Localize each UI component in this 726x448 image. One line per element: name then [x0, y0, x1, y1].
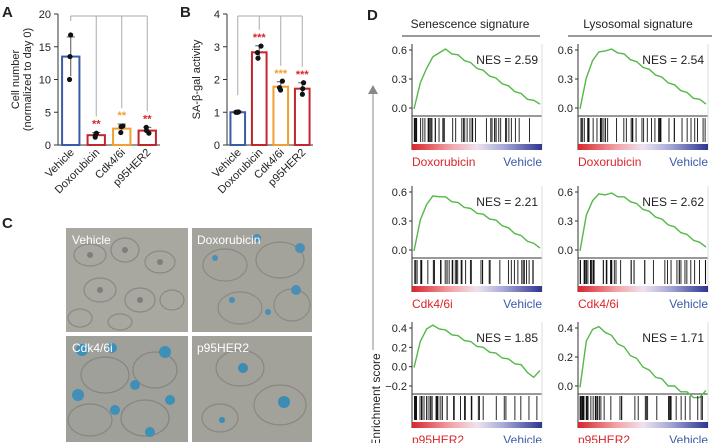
gsea-right-label: Vehicle — [669, 297, 708, 311]
data-point — [258, 43, 263, 48]
y-tick-label: 0 — [214, 140, 220, 152]
y-tick-label: 10 — [39, 75, 51, 87]
ranked-list-bar — [412, 144, 542, 150]
gsea-y-tick-label: −0.2 — [385, 381, 407, 393]
y-tick-label: 2 — [214, 75, 220, 87]
gsea-right-label: Vehicle — [503, 433, 542, 443]
significance-stars: ** — [92, 119, 101, 131]
gsea-left-label: Doxorubicin — [412, 155, 475, 169]
panel-label-a: A — [2, 4, 13, 21]
micrograph-label-vehicle: Vehicle — [72, 233, 111, 247]
data-point — [300, 86, 305, 91]
gsea-y-tick-label: 0.6 — [558, 45, 573, 57]
nes-label: NES = 2.21 — [476, 195, 538, 209]
micrograph-label-doxorubicin: Doxorubicin — [197, 233, 260, 247]
data-point — [118, 130, 123, 135]
gsea-left-label: p95HER2 — [578, 433, 630, 443]
gsea-right-label: Vehicle — [503, 297, 542, 311]
gsea-right-label: Vehicle — [669, 433, 708, 443]
gsea-y-tick-label: 0.2 — [392, 342, 407, 354]
ranked-list-bar — [578, 422, 708, 428]
y-tick-label: 15 — [39, 42, 51, 54]
nes-label: NES = 1.85 — [476, 331, 538, 345]
y-tick-label: 3 — [214, 42, 220, 54]
enrichment-score-label: Enrichment score — [369, 353, 383, 443]
y-tick-label: 1 — [214, 107, 220, 119]
gsea-y-tick-label: 0.3 — [392, 216, 407, 228]
data-point — [277, 85, 282, 90]
gsea-header-lysosomal: Lysosomal signature — [583, 17, 693, 31]
gsea-y-tick-label: 0.0 — [392, 362, 407, 374]
bar — [273, 87, 288, 145]
data-point — [255, 50, 260, 55]
gsea-y-tick-label: 0.0 — [558, 381, 573, 393]
gsea-y-tick-label: 0.0 — [392, 245, 407, 257]
gsea-left-label: Doxorubicin — [578, 155, 641, 169]
significance-stars: ** — [143, 113, 152, 125]
y-axis-title: SA-β-gal activity — [191, 39, 203, 119]
significance-stars: *** — [274, 68, 288, 80]
panel-label-b: B — [180, 4, 191, 21]
bar-chart-cell-number: 0 5 10 15 20 Cell number (normalized to day 0)… — [10, 9, 160, 196]
ranked-list-bar — [578, 286, 708, 292]
gsea-left-label: Cdk4/6i — [412, 297, 453, 311]
nes-label: NES = 2.62 — [642, 195, 704, 209]
gsea-right-label: Vehicle — [669, 155, 708, 169]
data-point — [67, 54, 72, 59]
gsea-right-label: Vehicle — [503, 155, 542, 169]
ranked-list-bar — [578, 144, 708, 150]
gsea-y-tick-label: 0.6 — [392, 45, 407, 57]
gsea-y-tick-label: 0.4 — [558, 323, 573, 335]
gsea-y-tick-label: 0.3 — [392, 74, 407, 86]
gsea-y-tick-label: 0.4 — [392, 323, 407, 335]
gsea-y-tick-label: 0.6 — [558, 187, 573, 199]
y-axis-subtitle: (normalized to day 0) — [22, 28, 34, 131]
microscopy-panel: Vehicle Doxorubicin Cdk4/6i p95HER2 — [66, 228, 312, 442]
data-point — [68, 32, 73, 37]
data-point — [67, 77, 72, 82]
significance-stars: ** — [117, 110, 126, 122]
gsea-y-tick-label: 0.3 — [558, 74, 573, 86]
micrograph-label-cdk46i: Cdk4/6i — [72, 341, 113, 355]
ranked-list-bar — [412, 422, 542, 428]
significance-stars: *** — [296, 69, 310, 81]
data-point — [300, 92, 305, 97]
y-axis-title: Cell number — [10, 50, 22, 110]
gsea-left-label: p95HER2 — [412, 433, 464, 443]
bar — [252, 52, 267, 145]
panel-label-c: C — [2, 215, 13, 232]
ranked-list-bar — [412, 286, 542, 292]
gsea-y-tick-label: 0.0 — [392, 103, 407, 115]
gsea-y-tick-label: 0.2 — [558, 352, 573, 364]
gsea-left-label: Cdk4/6i — [578, 297, 619, 311]
gsea-y-tick-label: 0.6 — [392, 187, 407, 199]
nes-label: NES = 2.54 — [642, 53, 704, 67]
data-point — [236, 109, 241, 114]
significance-stars: *** — [253, 32, 267, 44]
gsea-y-tick-label: 0.0 — [558, 245, 573, 257]
micrograph-label-p95her2: p95HER2 — [197, 341, 249, 355]
y-tick-label: 0 — [45, 140, 51, 152]
data-point — [144, 125, 149, 130]
gsea-header-senescence: Senescence signature — [411, 17, 530, 31]
gsea-panel: Senescence signature Lysosomal signature… — [368, 17, 712, 443]
panel-label-d: D — [367, 7, 378, 24]
data-point — [301, 80, 306, 85]
y-tick-label: 5 — [45, 107, 51, 119]
y-tick-label: 20 — [39, 9, 51, 21]
data-point — [255, 56, 260, 61]
bar — [230, 112, 245, 145]
data-point — [120, 123, 125, 128]
nes-label: NES = 2.59 — [476, 53, 538, 67]
bar — [295, 89, 310, 145]
nes-label: NES = 1.71 — [642, 331, 704, 345]
data-point — [94, 131, 99, 136]
y-tick-label: 4 — [214, 9, 220, 21]
bar-chart-sa-beta-gal: 01234SA-β-gal activityVehicle***Doxorubi… — [191, 9, 313, 196]
enrichment-arrow-head — [368, 85, 378, 94]
gsea-y-tick-label: 0.3 — [558, 216, 573, 228]
gsea-y-tick-label: 0.0 — [558, 103, 573, 115]
